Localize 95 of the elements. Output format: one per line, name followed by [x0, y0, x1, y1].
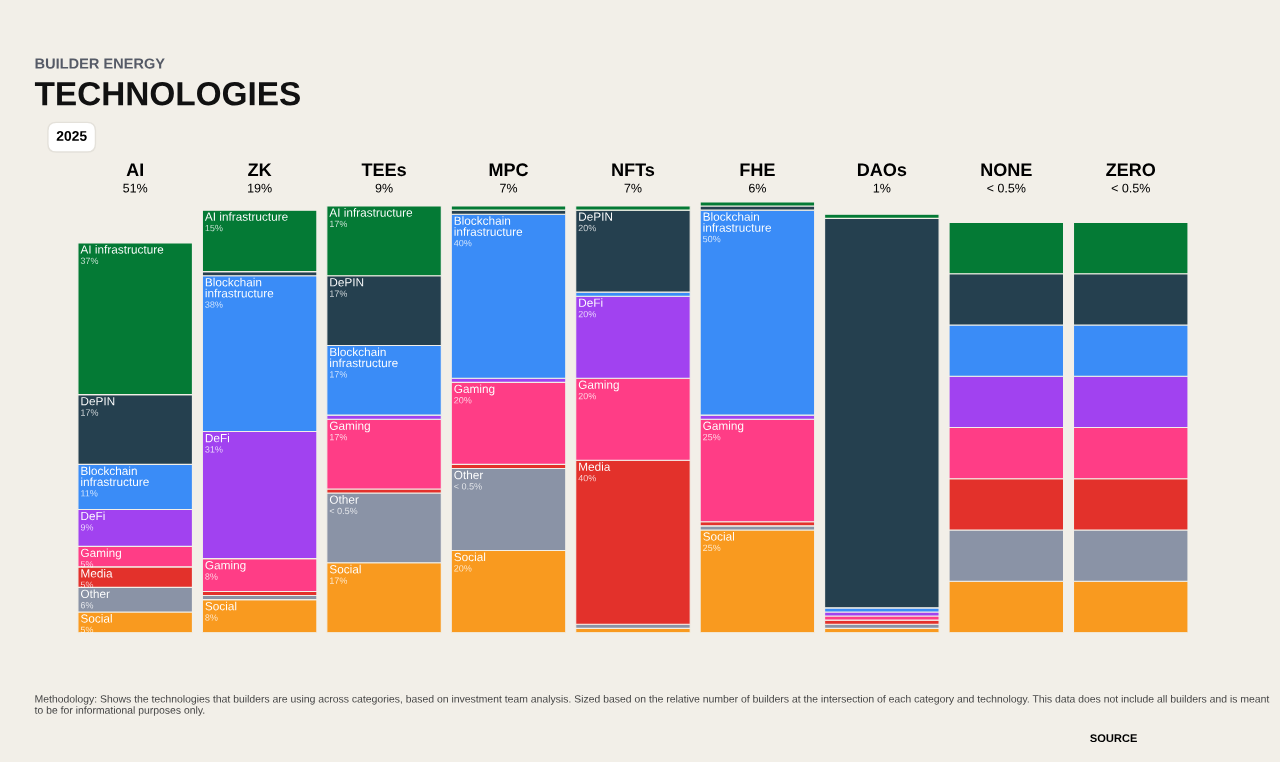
- x-tick-label: AI: [126, 163, 143, 176]
- x-tick-label: ZERO: [1106, 163, 1156, 177]
- text: 9%: [375, 183, 393, 193]
- x-tick-label: NONE: [981, 163, 1032, 177]
- data-label: 40%: [453, 239, 472, 247]
- series-label: Other: [80, 589, 110, 599]
- text: 7%: [624, 183, 642, 193]
- text: AI infrastructure: [204, 212, 288, 221]
- data-label: 25%: [703, 544, 721, 552]
- bar: [699, 209, 816, 416]
- data-label: 31%: [205, 446, 223, 453]
- text: Gaming: [454, 384, 495, 396]
- data-label: < 0.5%: [454, 483, 482, 490]
- text: Social: [703, 532, 735, 541]
- data-label: 20%: [578, 224, 596, 232]
- data-label: 8%: [205, 614, 218, 621]
- text: Gaming: [703, 421, 744, 433]
- data-label: 17%: [330, 220, 348, 228]
- data-label: 17%: [330, 433, 348, 441]
- data-label: 40%: [578, 474, 596, 482]
- text: 19%: [248, 183, 272, 193]
- text: AI infrastructure: [329, 208, 413, 217]
- bar: [450, 213, 567, 379]
- text: Other: [454, 470, 484, 480]
- series-label: Media: [81, 568, 113, 578]
- data-label: 25%: [703, 433, 721, 441]
- series-label: Social: [80, 614, 112, 623]
- text: 51%: [123, 183, 148, 193]
- data-label: 20%: [454, 397, 472, 404]
- text: DeFi: [579, 298, 603, 307]
- x-tick-label: TEEs: [361, 163, 406, 177]
- data-label: 11%: [81, 490, 98, 497]
- chart-title: TECHNOLOGIES: [34, 81, 300, 106]
- series-label: DePIN: [330, 278, 364, 287]
- x-tick-label: MPC: [489, 163, 529, 177]
- bar: [824, 217, 940, 609]
- text: Blockchain infrastructure: [205, 277, 274, 298]
- text: Media: [579, 462, 611, 471]
- data-label: 5%: [80, 626, 94, 634]
- text: 6%: [749, 183, 766, 193]
- text: Gaming: [329, 421, 370, 433]
- text: Blockchain infrastructure: [454, 216, 523, 236]
- bar: [699, 529, 816, 633]
- series-label: Gaming: [81, 548, 121, 560]
- data-label: 20%: [578, 310, 596, 318]
- text: 7%: [500, 183, 518, 193]
- bar: [699, 201, 816, 207]
- x-tick-label: FHE: [740, 163, 775, 176]
- text: DeFi: [205, 433, 229, 443]
- text: 1%: [873, 183, 891, 193]
- bar: [201, 209, 318, 273]
- data-label: 20%: [454, 565, 472, 572]
- bar: [201, 599, 318, 633]
- data-label: 9%: [80, 524, 94, 531]
- x-tick-label: NFTs: [612, 163, 655, 177]
- data-label: 17%: [330, 371, 348, 378]
- x-tick-label: DAOs: [857, 163, 907, 177]
- text: Social: [329, 564, 361, 574]
- data-label: 15%: [205, 224, 223, 232]
- data-label: 17%: [330, 577, 348, 584]
- chart-subtitle: BUILDER ENERGY: [35, 58, 165, 69]
- text: Social: [205, 601, 237, 611]
- text: DePIN: [81, 397, 115, 406]
- data-label: 5%: [80, 561, 94, 568]
- bar: [326, 418, 442, 490]
- data-label: 17%: [330, 290, 348, 297]
- series-label: AI infrastructure: [80, 244, 164, 254]
- series-label: Blockchain infrastructure: [81, 466, 149, 487]
- bar: [450, 205, 567, 211]
- text: Social: [454, 552, 486, 562]
- bar: [575, 209, 691, 293]
- text: Blockchain infrastructure: [330, 347, 398, 368]
- text: < 0.5%: [1111, 183, 1150, 193]
- text: < 0.5%: [987, 183, 1026, 193]
- data-label: 8%: [205, 573, 218, 580]
- data-label: 50%: [703, 235, 721, 243]
- text: DePIN: [579, 212, 613, 221]
- x-tick-label: ZK: [248, 163, 272, 176]
- data-label: 6%: [80, 602, 94, 609]
- text: Gaming: [578, 380, 619, 392]
- data-label: 37%: [80, 257, 99, 265]
- text: Blockchain infrastructure: [703, 212, 772, 232]
- bar: [699, 418, 816, 523]
- text: Methodology: Shows the technologies that builders are using across categories, based on investment team analysis. Sized based on the relative number of builders at the intersection of each category and technology. This data does not include all builders and is meant to be for informational purposes only.: [34, 694, 1270, 716]
- series-label: DeFi: [81, 511, 105, 521]
- data-label: 5%: [80, 581, 94, 588]
- data-label: < 0.5%: [329, 507, 358, 515]
- text: Gaming: [205, 560, 246, 572]
- data-label: 17%: [81, 409, 99, 416]
- bar: [450, 381, 567, 465]
- data-label: 38%: [205, 301, 223, 308]
- data-label: 20%: [578, 392, 596, 400]
- text: Other: [329, 495, 359, 504]
- text: SOURCE: [1090, 734, 1137, 743]
- text: 2025: [56, 131, 87, 141]
